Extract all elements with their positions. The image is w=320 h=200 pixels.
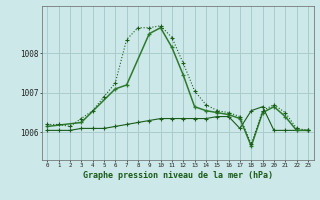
X-axis label: Graphe pression niveau de la mer (hPa): Graphe pression niveau de la mer (hPa) [83, 171, 273, 180]
